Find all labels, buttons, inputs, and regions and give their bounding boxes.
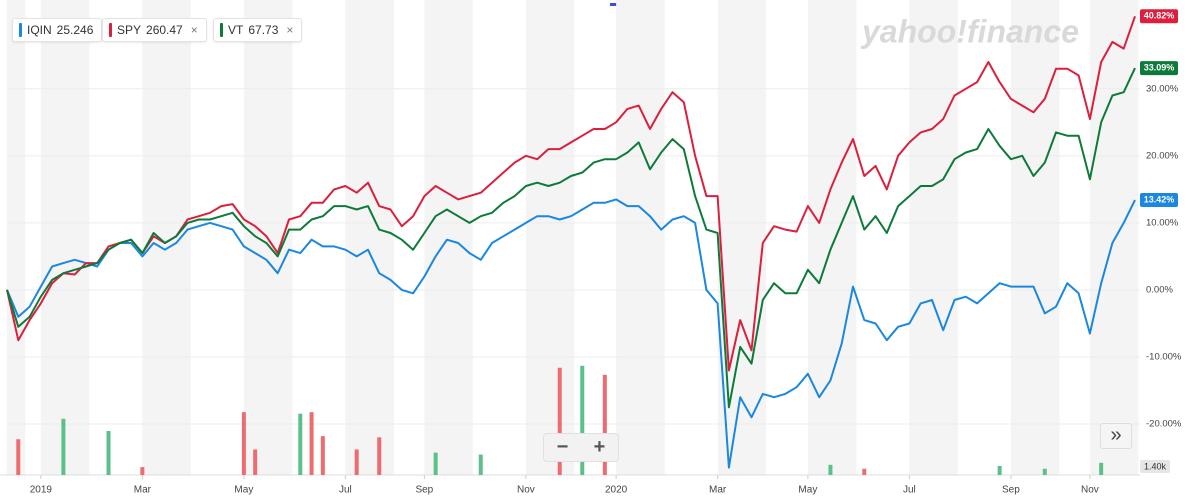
volume-bar (433, 452, 438, 475)
end-label-box (1140, 192, 1178, 207)
volume-bar (253, 449, 258, 475)
end-label: 33.09% (1144, 62, 1175, 72)
volume-bar (862, 468, 867, 475)
remove-button[interactable]: × (286, 23, 294, 37)
volume-bar (580, 365, 585, 475)
expand-button[interactable]: » (1100, 423, 1132, 449)
x-tick-label: May (798, 485, 817, 496)
volume-bar (828, 464, 833, 475)
volume-bar (997, 465, 1002, 475)
volume-bar (140, 467, 145, 475)
y-tick-label: 10.00% (1146, 217, 1179, 228)
month-band (616, 0, 665, 475)
legend-name: IQIN (27, 23, 52, 37)
zoom-in-button[interactable]: + (593, 436, 606, 458)
volume-bar (354, 449, 359, 475)
volume-bar (557, 367, 562, 475)
x-tick-label: Sep (1002, 485, 1020, 496)
legend-item[interactable]: IQIN 25.246 (12, 18, 103, 42)
volume-bar (298, 413, 303, 475)
y-tick-label: 20.00% (1146, 150, 1179, 161)
zoom-out-button[interactable]: − (556, 436, 569, 458)
x-tick-label: Sep (415, 485, 433, 496)
legend-swatch (220, 23, 223, 37)
month-band (40, 0, 90, 475)
x-tick-label: Mar (709, 485, 727, 496)
volume-bar (241, 412, 246, 475)
month-band (1089, 0, 1139, 475)
month-band (424, 0, 473, 475)
legend-item[interactable]: VT 67.73 × (213, 18, 303, 42)
x-tick-label: Jul (339, 485, 352, 496)
volume-bar (309, 412, 314, 475)
legend-item[interactable]: SPY 260.47 × (102, 18, 207, 42)
zoom-controls: − + (543, 433, 619, 462)
end-label: 40.82% (1144, 11, 1175, 21)
y-tick-label: 30.00% (1146, 83, 1179, 94)
legend-swatch (19, 23, 22, 37)
month-band (909, 0, 958, 475)
y-tick-label: -20.00% (1146, 419, 1182, 430)
volume-bar (1099, 462, 1104, 475)
month-band (525, 0, 575, 475)
volume-bar (1042, 468, 1047, 475)
x-tick-label: 2020 (605, 485, 628, 496)
volume-tick-box (1140, 460, 1170, 473)
volume-bar (16, 439, 21, 475)
month-band (345, 0, 394, 475)
month-band (717, 0, 767, 475)
series-line (6, 15, 1136, 372)
volume-bar (106, 431, 111, 475)
volume-bar (61, 418, 66, 475)
end-label-box (1140, 9, 1178, 24)
watermark: yahoo!finance (860, 13, 1079, 49)
legend-name: VT (228, 23, 244, 37)
x-tick-label: May (234, 485, 253, 496)
month-band (7, 0, 26, 475)
month-band (1010, 0, 1060, 475)
remove-button[interactable]: × (190, 23, 198, 37)
y-tick-label: -10.00% (1146, 352, 1182, 363)
x-tick-label: Nov (1081, 485, 1099, 496)
volume-tick-label: 1.40k (1144, 461, 1167, 471)
series-line (6, 67, 1136, 409)
x-tick-label: Mar (134, 485, 152, 496)
x-tick-label: Jul (903, 485, 916, 496)
volume-bar (320, 436, 325, 475)
volume-bar (377, 437, 382, 475)
y-tick-label: 0.00% (1146, 284, 1173, 295)
legend-price: 25.246 (56, 23, 94, 37)
legend-price: 67.73 (248, 23, 279, 37)
volume-bar (478, 454, 483, 475)
end-label: 13.42% (1144, 194, 1175, 204)
legend-name: SPY (117, 23, 142, 37)
legend-price: 260.47 (146, 23, 183, 37)
end-label-box (1140, 61, 1178, 76)
legend-swatch (109, 23, 112, 37)
x-tick-label: 2019 (30, 485, 53, 496)
series-line (6, 198, 1136, 469)
month-band (807, 0, 857, 475)
x-tick-label: Nov (517, 485, 535, 496)
month-band (142, 0, 191, 475)
volume-bar (602, 374, 607, 475)
